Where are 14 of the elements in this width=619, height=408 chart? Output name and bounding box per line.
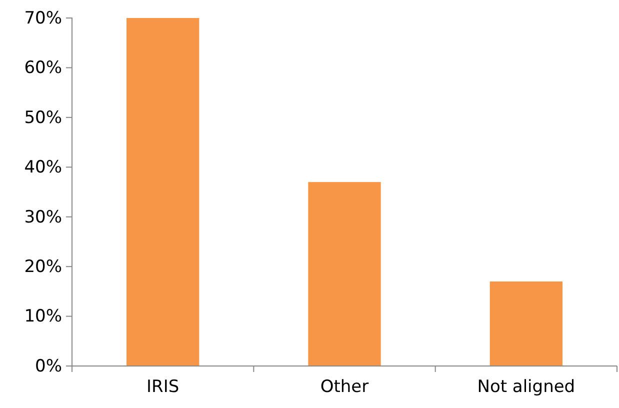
- y-tick-label: 70%: [24, 8, 62, 28]
- y-tick-label: 50%: [24, 108, 62, 128]
- y-tick-label: 0%: [35, 356, 62, 376]
- bar: [308, 182, 381, 366]
- y-tick-label: 30%: [24, 207, 62, 228]
- y-tick-label: 10%: [24, 306, 62, 327]
- y-tick-label: 60%: [24, 58, 62, 78]
- x-tick-label: Not aligned: [477, 377, 576, 398]
- bar: [490, 281, 562, 366]
- bar: [126, 18, 200, 366]
- x-tick-label: Other: [320, 377, 369, 398]
- y-tick-label: 40%: [24, 158, 62, 178]
- x-tick-label: IRIS: [146, 377, 180, 398]
- y-tick-label: 20%: [24, 257, 62, 278]
